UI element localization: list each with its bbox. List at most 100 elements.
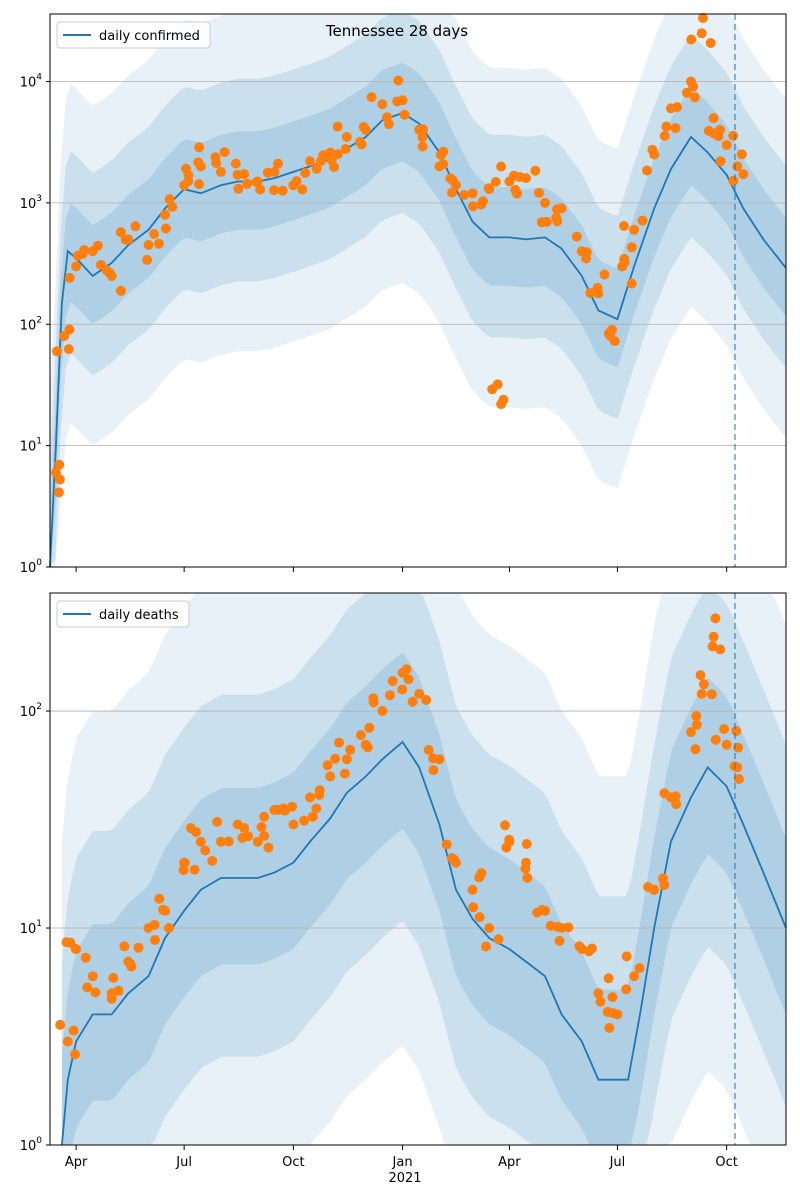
observed-point bbox=[194, 179, 204, 190]
observed-point bbox=[52, 346, 62, 357]
observed-point bbox=[263, 842, 274, 853]
observed-point bbox=[710, 734, 721, 745]
observed-point bbox=[392, 96, 403, 107]
observed-point bbox=[163, 923, 174, 933]
observed-point bbox=[237, 832, 248, 843]
observed-point bbox=[215, 836, 226, 847]
observed-point bbox=[403, 674, 414, 685]
observed-point bbox=[325, 771, 336, 782]
observed-point bbox=[496, 161, 507, 172]
confirmed-observed-points bbox=[50, 13, 749, 498]
observed-point bbox=[672, 102, 683, 113]
observed-point bbox=[133, 942, 144, 953]
observed-point bbox=[522, 872, 533, 883]
x-tick-label: Jul bbox=[175, 1155, 192, 1170]
y-tick-label: 104 bbox=[20, 73, 43, 91]
uncertainty-band-2 bbox=[61, 593, 786, 1145]
observed-point bbox=[63, 344, 74, 355]
deaths-uncertainty-bands bbox=[61, 593, 786, 1145]
uncertainty-band-1 bbox=[61, 593, 786, 1145]
observed-point bbox=[689, 92, 700, 103]
deaths-axes: 100 101 102 Apr Jul Oct Jan Apr Jul Oct bbox=[20, 592, 787, 1170]
observed-point bbox=[414, 688, 425, 699]
observed-point bbox=[368, 697, 379, 708]
observed-point bbox=[79, 245, 90, 255]
observed-point bbox=[215, 166, 226, 177]
observed-point bbox=[659, 130, 670, 141]
observed-point bbox=[113, 985, 124, 996]
observed-point bbox=[108, 972, 119, 983]
observed-point bbox=[262, 167, 273, 178]
x-tick-label: Oct bbox=[715, 1155, 737, 1170]
observed-point bbox=[520, 863, 531, 874]
observed-point bbox=[707, 641, 718, 652]
observed-point bbox=[142, 254, 153, 265]
observed-point bbox=[661, 121, 672, 132]
observed-point bbox=[149, 919, 160, 930]
observed-point bbox=[119, 941, 130, 952]
observed-point bbox=[670, 123, 681, 134]
observed-point bbox=[130, 221, 141, 232]
confirmed-legend-label: daily confirmed bbox=[99, 29, 200, 44]
observed-point bbox=[459, 190, 470, 200]
observed-point bbox=[441, 839, 452, 850]
observed-point bbox=[211, 158, 222, 169]
observed-point bbox=[288, 819, 299, 830]
observed-point bbox=[467, 884, 478, 895]
uncertainty-band-2 bbox=[50, 14, 786, 567]
observed-point bbox=[71, 261, 82, 272]
observed-point bbox=[160, 223, 171, 234]
observed-point bbox=[481, 941, 491, 952]
observed-point bbox=[242, 178, 253, 189]
observed-point bbox=[607, 992, 618, 1003]
observed-point bbox=[143, 240, 154, 250]
observed-point bbox=[715, 644, 726, 655]
observed-point bbox=[61, 937, 72, 948]
observed-point bbox=[438, 159, 449, 170]
observed-point bbox=[514, 172, 525, 182]
observed-point bbox=[332, 149, 343, 160]
confirmed-axes: 100 101 102 103 104 bbox=[20, 13, 787, 576]
observed-point bbox=[732, 161, 743, 172]
observed-point bbox=[160, 209, 171, 220]
observed-point bbox=[233, 183, 244, 194]
observed-point bbox=[54, 474, 65, 485]
observed-point bbox=[62, 1036, 73, 1047]
observed-point bbox=[686, 727, 696, 738]
observed-point bbox=[690, 744, 701, 755]
observed-point bbox=[435, 149, 446, 160]
observed-point bbox=[619, 221, 629, 231]
y-tick-label: 100 bbox=[20, 558, 43, 576]
observed-point bbox=[153, 238, 164, 249]
observed-point bbox=[318, 150, 329, 161]
observed-point bbox=[70, 943, 81, 954]
observed-point bbox=[626, 242, 637, 253]
observed-point bbox=[642, 165, 652, 176]
observed-point bbox=[355, 730, 366, 741]
observed-point bbox=[490, 176, 501, 187]
observed-point bbox=[297, 184, 308, 195]
observed-point bbox=[691, 719, 702, 730]
observed-point bbox=[738, 169, 749, 180]
observed-point bbox=[300, 168, 311, 178]
confirmed-legend: daily confirmed bbox=[56, 21, 211, 49]
model-line-path bbox=[61, 740, 787, 1146]
x-tick-label: Apr bbox=[65, 1155, 88, 1170]
observed-point bbox=[670, 791, 681, 802]
observed-point bbox=[647, 144, 658, 155]
observed-point bbox=[604, 1023, 615, 1033]
observed-point bbox=[330, 753, 341, 764]
observed-point bbox=[736, 149, 747, 160]
observed-point bbox=[659, 788, 670, 799]
observed-point bbox=[698, 13, 708, 23]
observed-point bbox=[428, 753, 439, 764]
observed-point bbox=[362, 742, 373, 753]
y-tick-label: 103 bbox=[20, 194, 42, 212]
observed-point bbox=[322, 760, 333, 771]
observed-point bbox=[696, 688, 707, 699]
observed-point bbox=[552, 921, 563, 932]
uncertainty-band-3 bbox=[61, 653, 786, 1145]
observed-point bbox=[154, 893, 165, 904]
observed-point bbox=[498, 394, 509, 405]
observed-point bbox=[512, 188, 523, 199]
